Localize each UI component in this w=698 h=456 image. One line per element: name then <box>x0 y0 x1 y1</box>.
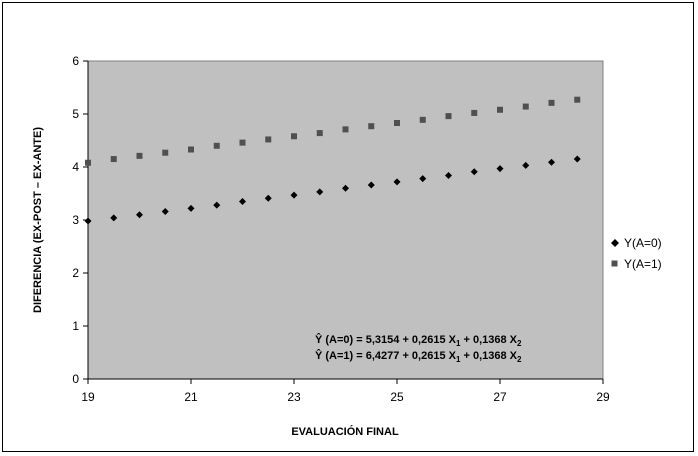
y-tick-label: 2 <box>72 266 79 280</box>
point-a0 <box>342 184 349 192</box>
point-a0 <box>290 191 298 199</box>
x-axis-title: EVALUACIÓN FINAL <box>291 425 399 438</box>
legend-label-a0: Y(A=0) <box>624 236 662 250</box>
equation-a0: Ŷ (A=0) = 5,3154 + 0,2615 X1 + 0,1368 X2 <box>315 333 522 348</box>
point-a0 <box>393 178 401 186</box>
point-a1 <box>522 103 529 110</box>
point-a1 <box>394 120 400 127</box>
y-tick-label: 3 <box>72 213 79 227</box>
point-a1 <box>265 136 272 143</box>
point-a0 <box>573 155 581 163</box>
point-a1 <box>213 142 220 149</box>
point-a1 <box>162 149 169 156</box>
point-a0 <box>522 161 530 169</box>
point-a0 <box>470 168 478 176</box>
point-a1 <box>239 139 246 146</box>
point-a0 <box>187 204 195 212</box>
x-tick-label: 29 <box>596 390 610 404</box>
point-a1 <box>445 113 452 120</box>
point-a1 <box>497 106 503 113</box>
point-a1 <box>188 146 194 153</box>
x-tick-label: 19 <box>81 390 95 404</box>
point-a0 <box>548 158 555 166</box>
point-a1 <box>471 109 478 116</box>
legend-marker-square <box>611 260 618 267</box>
data-points <box>84 96 581 225</box>
x-tick-label: 21 <box>184 390 198 404</box>
point-a0 <box>84 217 92 225</box>
point-a0 <box>110 214 118 222</box>
point-a1 <box>316 130 323 137</box>
point-a1 <box>368 123 375 130</box>
point-a1 <box>419 116 426 123</box>
y-tick-label: 6 <box>72 54 79 68</box>
point-a0 <box>239 197 246 205</box>
point-a0 <box>367 181 375 189</box>
point-a1 <box>85 159 91 166</box>
equation-a1: Ŷ (A=1) = 6,4277 + 0,2615 X1 + 0,1368 X2 <box>315 349 522 364</box>
point-a1 <box>548 99 555 106</box>
point-a1 <box>342 126 349 133</box>
point-a0 <box>445 171 452 179</box>
legend: Y(A=0) Y(A=1) <box>611 236 662 271</box>
plot-area <box>87 60 604 380</box>
y-tick-label: 5 <box>72 107 79 121</box>
legend-marker-diamond <box>611 239 619 247</box>
y-tick-label: 1 <box>72 319 79 333</box>
x-tick-label: 23 <box>287 390 301 404</box>
point-a0 <box>316 188 324 196</box>
point-a0 <box>213 201 221 209</box>
x-tick-label: 25 <box>390 390 404 404</box>
point-a0 <box>496 165 504 173</box>
point-a1 <box>136 152 143 159</box>
point-a1 <box>574 96 581 103</box>
point-a1 <box>110 156 117 163</box>
legend-label-a1: Y(A=1) <box>624 257 662 271</box>
point-a0 <box>264 194 272 202</box>
point-a0 <box>419 175 427 183</box>
x-tick-labels: 19 21 23 25 27 29 <box>81 390 610 404</box>
y-axis-title: DIFERENCIA (EX-POST – EX-ANTE) <box>32 127 44 313</box>
y-tick-label: 0 <box>72 372 79 386</box>
regression-equations: Ŷ (A=0) = 5,3154 + 0,2615 X1 + 0,1368 X2… <box>315 333 522 364</box>
point-a1 <box>291 133 297 140</box>
point-a0 <box>136 211 143 219</box>
x-tick-label: 27 <box>493 390 507 404</box>
y-tick-labels: 0 1 2 3 4 5 6 <box>72 54 79 386</box>
y-tick-label: 4 <box>72 160 79 174</box>
point-a0 <box>161 208 169 216</box>
